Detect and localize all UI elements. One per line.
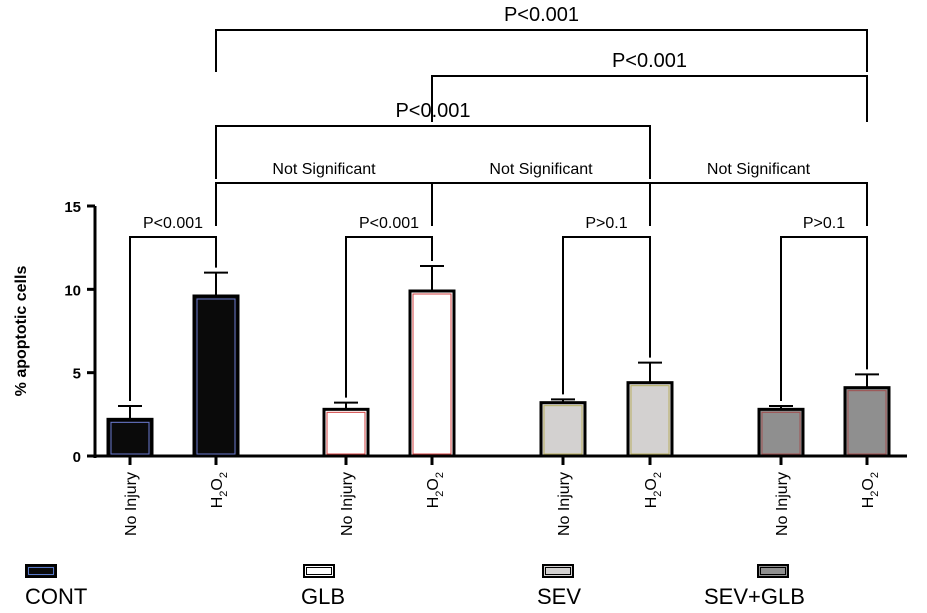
bar bbox=[106, 417, 154, 458]
comparison-label: P<0.001 bbox=[359, 215, 419, 232]
bar-inner-edge bbox=[412, 293, 452, 455]
x-tick-label: H2O2 bbox=[425, 472, 446, 508]
bar-inner-edge bbox=[196, 298, 236, 455]
comparison-label: P>0.1 bbox=[803, 215, 845, 232]
bar bbox=[757, 407, 805, 458]
bar bbox=[626, 381, 674, 458]
comparison-label: P<0.001 bbox=[612, 50, 687, 72]
legend-label: GLB bbox=[301, 584, 346, 609]
bar-inner-edge bbox=[110, 421, 150, 455]
bar bbox=[408, 289, 456, 458]
comparison-bracket bbox=[562, 236, 651, 395]
x-tick-label: No Injury bbox=[339, 472, 356, 536]
legend-swatch bbox=[757, 564, 789, 578]
legend-label: SEV+GLB bbox=[704, 584, 805, 609]
bar-inner-edge bbox=[761, 411, 801, 455]
comparison-bracket bbox=[649, 182, 868, 226]
comparison-bracket bbox=[345, 236, 433, 398]
y-tick-label: 0 bbox=[73, 449, 81, 466]
comparison-bracket bbox=[431, 75, 868, 122]
x-tick-label: H2O2 bbox=[209, 472, 230, 508]
comparison-bracket bbox=[215, 29, 868, 72]
bar bbox=[843, 386, 891, 458]
comparison-label: Not Significant bbox=[272, 161, 376, 178]
comparison-bracket bbox=[780, 236, 868, 401]
comparison-label: P<0.001 bbox=[504, 4, 579, 26]
comparison-bracket bbox=[129, 236, 217, 401]
bar-chart: 0 5 10 15 % apoptotic cells No Injury H2O2 No I… bbox=[13, 4, 907, 536]
comparison-label: P<0.001 bbox=[143, 215, 203, 232]
comparison-label: P>0.1 bbox=[585, 215, 627, 232]
x-tick-label: No Injury bbox=[123, 472, 140, 536]
bar bbox=[322, 407, 370, 458]
y-tick-label: 10 bbox=[64, 282, 81, 299]
comparison-label: Not Significant bbox=[489, 161, 593, 178]
legend-swatch bbox=[25, 564, 57, 578]
y-axis-label: % apoptotic cells bbox=[13, 266, 30, 397]
bar-inner-edge bbox=[326, 411, 366, 455]
bar-inner-edge bbox=[543, 405, 583, 455]
x-tick-label: No Injury bbox=[556, 472, 573, 536]
bar-inner-edge bbox=[847, 390, 887, 455]
comparison-bracket bbox=[215, 125, 651, 179]
bar bbox=[192, 294, 240, 458]
legend-swatch bbox=[303, 564, 335, 578]
bar bbox=[539, 401, 587, 458]
legend-swatch bbox=[542, 564, 574, 578]
x-tick-label: H2O2 bbox=[860, 472, 881, 508]
x-tick-label: H2O2 bbox=[643, 472, 664, 508]
legend-label: SEV bbox=[537, 584, 582, 609]
comparison-label: Not Significant bbox=[707, 161, 811, 178]
x-tick-label: No Injury bbox=[774, 472, 791, 536]
bar-inner-edge bbox=[630, 385, 670, 455]
legend-label: CONT bbox=[25, 584, 88, 609]
y-tick-label: 15 bbox=[64, 199, 81, 216]
y-tick-label: 5 bbox=[73, 366, 81, 383]
